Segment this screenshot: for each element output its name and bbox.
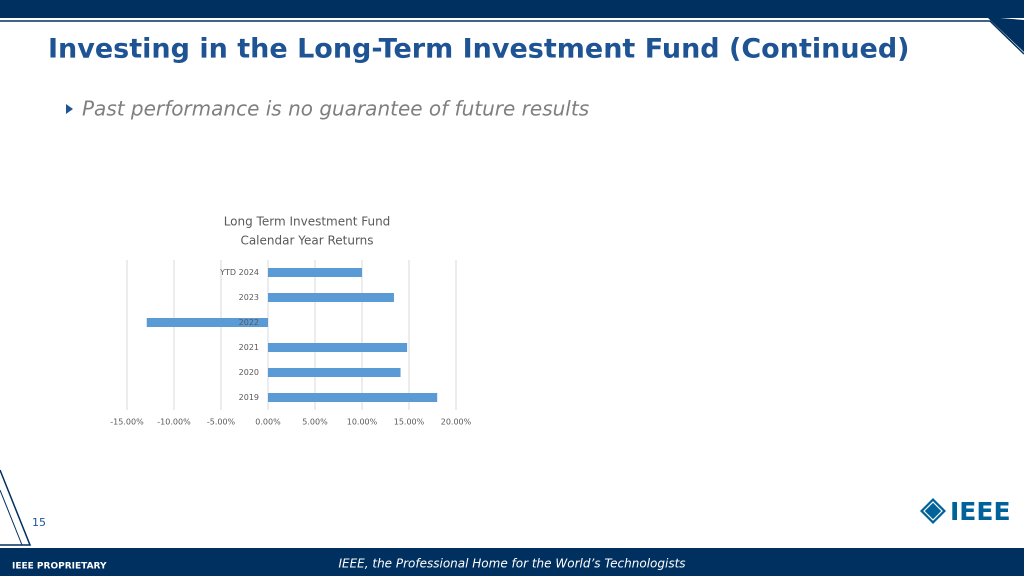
logo-text: IEEE xyxy=(950,497,1011,526)
x-tick-label: 5.00% xyxy=(302,418,328,427)
chart-title: Calendar Year Returns xyxy=(240,234,373,248)
y-tick-label: 2021 xyxy=(239,343,259,352)
y-tick-label: 2019 xyxy=(239,393,259,402)
footer-left: IEEE PROPRIETARY xyxy=(12,562,107,572)
footer-center: IEEE, the Professional Home for the Worl… xyxy=(338,557,685,571)
bar xyxy=(268,268,362,277)
logo-diamond-inner xyxy=(923,501,943,521)
page-number: 15 xyxy=(32,516,46,529)
corner-rule xyxy=(0,469,32,546)
chart: Long Term Investment Fund Calendar Year … xyxy=(110,215,471,427)
bar xyxy=(268,343,408,352)
y-tick-label: 2023 xyxy=(239,293,259,302)
logo-diamond xyxy=(920,498,946,524)
bullet-text: Past performance is no guarantee of futu… xyxy=(82,97,589,121)
x-tick-label: 0.00% xyxy=(255,418,281,427)
x-tick-label: -10.00% xyxy=(157,418,191,427)
chart-title: Long Term Investment Fund xyxy=(224,215,391,229)
bar xyxy=(268,393,438,402)
x-tick-label: -15.00% xyxy=(110,418,144,427)
corner-rule xyxy=(0,489,23,546)
y-tick-label: YTD 2024 xyxy=(219,268,259,277)
slide-title: Investing in the Long-Term Investment Fu… xyxy=(48,34,910,65)
top-rule xyxy=(0,20,1024,55)
x-tick-label: 15.00% xyxy=(394,418,425,427)
y-tick-label: 2022 xyxy=(239,318,259,327)
bullet-marker xyxy=(66,104,73,114)
x-tick-label: 20.00% xyxy=(441,418,472,427)
y-tick-label: 2020 xyxy=(239,368,259,377)
bar xyxy=(268,293,394,302)
top-band xyxy=(0,0,1024,18)
x-tick-label: 10.00% xyxy=(347,418,378,427)
x-tick-label: -5.00% xyxy=(207,418,236,427)
bar xyxy=(146,318,268,327)
footer xyxy=(0,548,1024,576)
logo: IEEE xyxy=(920,497,1011,526)
bar xyxy=(268,368,401,377)
